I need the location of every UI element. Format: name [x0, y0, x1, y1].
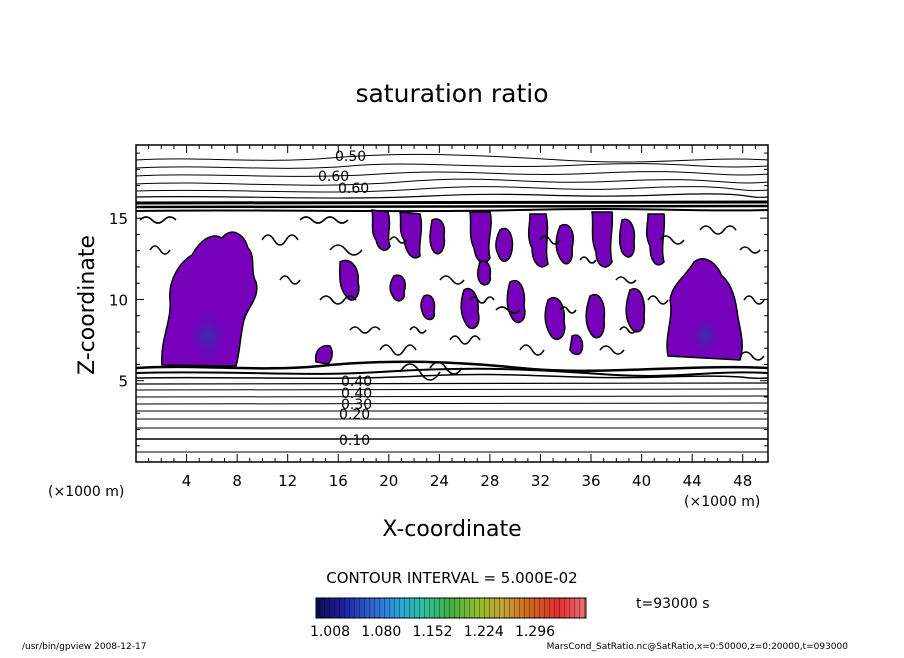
time-label: t=93000 s	[636, 596, 710, 612]
footer-right: MarsCond_SatRatio.nc@SatRatio,x=0:50000,…	[547, 642, 849, 652]
x-tick-label: 48	[733, 472, 752, 490]
y-tick-label: 10	[109, 291, 128, 309]
colorbar-tick-label: 1.008	[310, 624, 350, 640]
y-tick-label: 15	[109, 210, 128, 228]
supersaturation-regions	[161, 209, 743, 367]
contour-label: 0.60	[338, 181, 369, 197]
chart-title: saturation ratio	[355, 79, 548, 108]
x-tick-label: 4	[182, 472, 192, 490]
plot-area: 0.50 0.60 0.60 0.40 0.40 0.30 0.20 0.10	[135, 144, 769, 463]
x-axis-label: X-coordinate	[382, 517, 521, 542]
x-unit-label-right: (×1000 m)	[684, 494, 760, 510]
y-axis-label: Z-coordinate	[75, 235, 100, 375]
x-tick-label: 44	[683, 472, 702, 490]
x-tick-label: 24	[430, 472, 449, 490]
colorbar-tick-label: 1.152	[412, 624, 452, 640]
x-tick-label: 20	[379, 472, 398, 490]
x-tick-label: 36	[581, 472, 600, 490]
colorbar-ticks: 1.008 1.080 1.152 1.224 1.296	[310, 624, 555, 640]
colorbar: 1.008 1.080 1.152 1.224 1.296	[310, 597, 587, 640]
contour-label: 0.10	[339, 433, 370, 449]
contour-label: 0.40	[341, 386, 372, 402]
contour-interval: CONTOUR INTERVAL = 5.000E-02	[326, 569, 577, 587]
colorbar-tick-label: 1.296	[515, 624, 555, 640]
lower-contour-lines	[136, 360, 768, 453]
x-tick-label: 16	[329, 472, 348, 490]
x-unit-label-left: (×1000 m)	[48, 484, 124, 500]
contour-label: 0.50	[335, 149, 366, 165]
x-tick-label: 32	[531, 472, 550, 490]
x-tick-label: 8	[232, 472, 242, 490]
x-tick-label: 28	[480, 472, 499, 490]
colorbar-tick-label: 1.080	[361, 624, 401, 640]
x-tick-label: 40	[632, 472, 651, 490]
y-axis-ticks: 5 10 15	[109, 152, 768, 463]
x-axis-ticks: 4 8 12 16 20 24 28 32 36 40 44 48	[135, 145, 769, 490]
contour-label: 0.20	[339, 407, 370, 423]
y-tick-label: 5	[118, 373, 128, 391]
contour-label: 0.60	[318, 169, 349, 185]
contour-labels: 0.50 0.60 0.60 0.40 0.40 0.30 0.20 0.10	[318, 149, 372, 449]
contour-label: 0.40	[341, 374, 372, 390]
contour-label: 0.30	[341, 397, 372, 413]
upper-contour-lines	[136, 153, 768, 213]
footer-left: /usr/bin/gpview 2008-12-17	[22, 642, 146, 652]
x-tick-label: 12	[278, 472, 297, 490]
mid-layer-contour-noise	[139, 216, 765, 381]
colorbar-tick-label: 1.224	[464, 624, 504, 640]
